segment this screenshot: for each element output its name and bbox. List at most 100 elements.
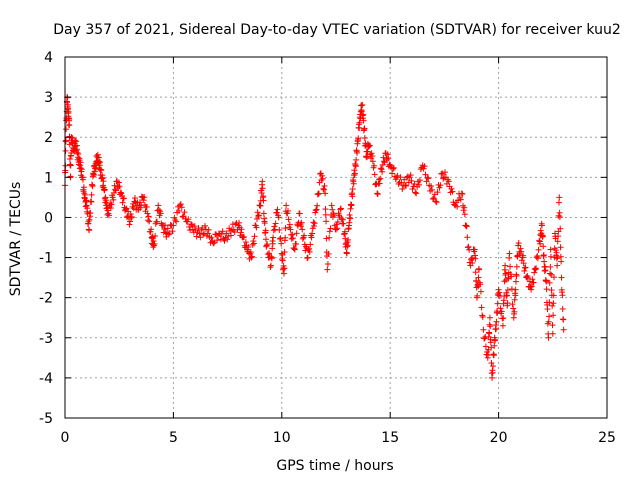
y-tick-label: 4 xyxy=(44,50,53,66)
data-point-interp xyxy=(520,260,527,267)
data-point-interp xyxy=(345,236,352,243)
data-point-interp xyxy=(177,201,184,208)
data-point-interp xyxy=(407,172,414,179)
data-point-interp xyxy=(191,223,198,230)
data-point xyxy=(131,198,138,205)
data-point-interp xyxy=(128,213,135,220)
data-point-interp xyxy=(422,171,429,178)
data-point-interp xyxy=(242,239,249,246)
data-point-interp xyxy=(126,221,133,228)
data-point-interp xyxy=(308,234,315,241)
data-point-interp xyxy=(436,184,443,191)
data-point-interp xyxy=(508,273,515,280)
data-point-interp xyxy=(549,302,556,309)
data-point-interp xyxy=(409,186,416,193)
data-point-interp xyxy=(269,240,276,247)
data-point-interp xyxy=(318,177,325,184)
data-point xyxy=(445,178,452,185)
data-point-interp xyxy=(90,172,97,179)
y-tick-label: -4 xyxy=(39,371,53,387)
y-tick-label: 2 xyxy=(44,130,53,146)
data-point xyxy=(63,126,70,133)
data-point-interp xyxy=(376,180,383,187)
data-point-interp xyxy=(288,235,295,242)
data-point xyxy=(278,250,285,257)
data-point xyxy=(291,246,298,253)
data-point-interp xyxy=(457,196,464,203)
data-point-interp xyxy=(218,231,225,238)
data-point xyxy=(495,286,502,293)
data-point xyxy=(432,198,439,205)
data-point xyxy=(259,178,266,185)
data-point-interp xyxy=(437,182,444,189)
data-point-interp xyxy=(449,188,456,195)
data-point-interp xyxy=(389,170,396,177)
data-point-interp xyxy=(293,230,300,237)
data-point-interp xyxy=(279,257,286,264)
data-point-interp xyxy=(358,108,365,115)
data-point xyxy=(476,266,483,273)
data-point-interp xyxy=(251,233,258,240)
data-point xyxy=(543,278,550,285)
data-point-interp xyxy=(433,199,440,206)
data-point-interp xyxy=(366,143,373,150)
data-point-interp xyxy=(531,269,538,276)
data-point-interp xyxy=(537,240,544,247)
data-point-interp xyxy=(261,220,268,227)
data-point-interp xyxy=(282,225,289,232)
data-point-interp xyxy=(105,212,112,219)
data-point-interp xyxy=(384,151,391,158)
data-point-interp xyxy=(520,252,527,259)
data-point-interp xyxy=(379,168,386,175)
data-point-interp xyxy=(348,201,355,208)
data-point xyxy=(333,226,339,233)
data-point-interp xyxy=(557,244,564,251)
data-point xyxy=(267,262,274,269)
data-point-interp xyxy=(84,205,91,212)
data-point xyxy=(148,234,155,241)
data-point-interp xyxy=(490,363,497,370)
data-point-interp xyxy=(377,165,384,172)
data-point xyxy=(463,222,470,229)
data-point-interp xyxy=(559,292,566,299)
data-point-interp xyxy=(173,218,180,225)
data-point-interp xyxy=(314,202,321,209)
data-point-interp xyxy=(255,212,262,219)
data-point xyxy=(439,170,446,177)
data-point xyxy=(369,158,376,165)
data-point xyxy=(287,226,294,233)
data-layer xyxy=(62,94,567,381)
data-point-interp xyxy=(184,218,191,225)
data-point xyxy=(280,270,287,277)
data-point-interp xyxy=(127,211,134,218)
data-point xyxy=(322,190,329,197)
data-point-interp xyxy=(554,238,561,245)
data-point-interp xyxy=(116,183,123,190)
data-point-interp xyxy=(165,231,172,238)
data-point-interp xyxy=(306,245,313,252)
data-point xyxy=(502,262,509,269)
data-point-interp xyxy=(459,191,466,198)
data-point xyxy=(554,262,561,269)
data-point-interp xyxy=(164,225,171,232)
data-point-interp xyxy=(528,283,535,290)
data-point xyxy=(337,206,344,213)
data-point-interp xyxy=(511,296,518,303)
data-point-interp xyxy=(408,177,415,184)
data-point-interp xyxy=(326,228,333,235)
data-point-interp xyxy=(281,249,288,256)
data-point-interp xyxy=(169,228,176,235)
data-point-interp xyxy=(302,243,309,250)
data-point-interp xyxy=(100,178,107,185)
data-point xyxy=(532,266,539,273)
data-point-interp xyxy=(322,206,329,213)
data-point-interp xyxy=(473,277,480,284)
data-point-interp xyxy=(101,186,108,193)
data-point-interp xyxy=(62,137,69,144)
data-point xyxy=(215,230,222,237)
data-point-interp xyxy=(145,217,152,224)
data-point-interp xyxy=(77,159,84,166)
data-point-interp xyxy=(477,281,484,288)
data-point-interp xyxy=(254,215,261,222)
data-point xyxy=(66,122,73,129)
